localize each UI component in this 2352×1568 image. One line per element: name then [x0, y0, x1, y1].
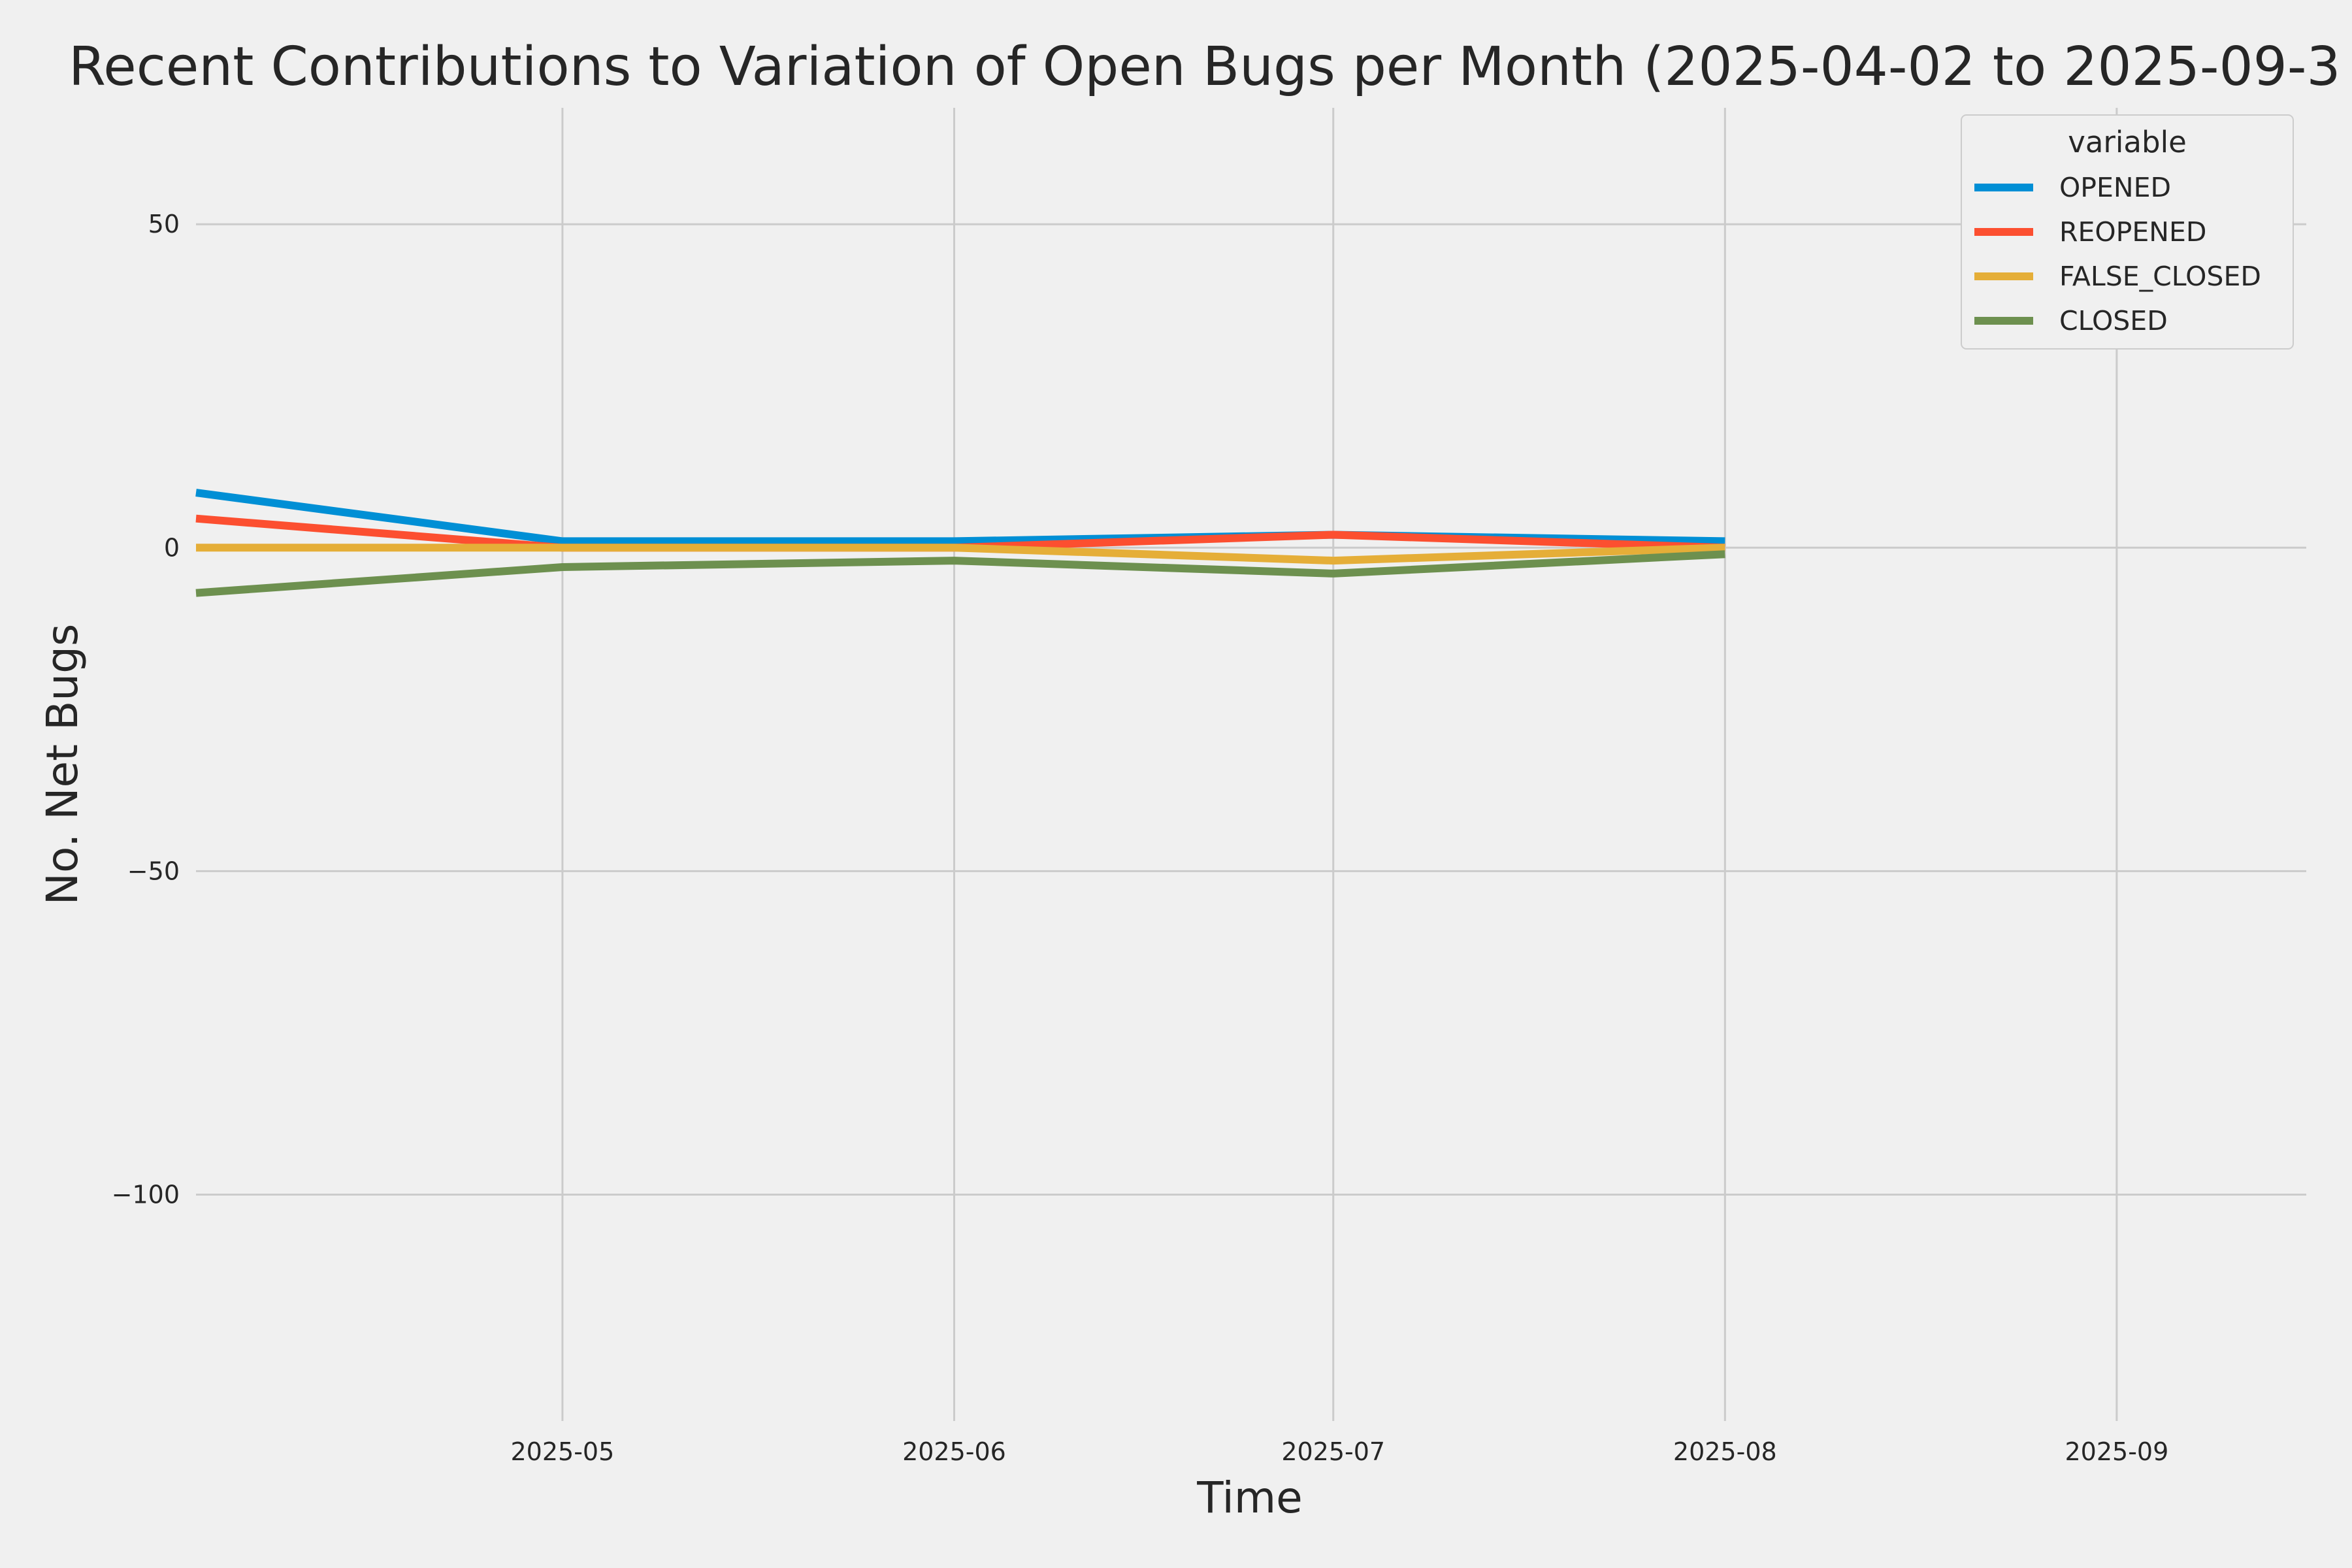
legend-entries: OPENED REOPENED FALSE_CLOSED CLOSED [1974, 172, 2261, 336]
y-tick-label: 50 [148, 210, 180, 238]
series-line-false-closed [196, 544, 1725, 565]
x-tick-label: 2025-08 [1673, 1437, 1777, 1466]
legend-box [1961, 114, 2294, 350]
legend-title: variable [2068, 125, 2187, 159]
x-ticks: 2025-05 2025-06 2025-07 2025-08 2025-09 [511, 1437, 2169, 1466]
legend-item-closed: CLOSED [1974, 305, 2168, 336]
legend-item-reopened: REOPENED [1974, 216, 2206, 248]
grid [196, 108, 2306, 1421]
x-tick-label: 2025-07 [1281, 1437, 1385, 1466]
y-tick-label: −100 [112, 1180, 180, 1209]
y-tick-label: 0 [164, 533, 180, 562]
legend-label: REOPENED [2059, 216, 2206, 248]
y-axis-title: No. Net Bugs [37, 624, 88, 906]
legend-label: OPENED [2059, 172, 2171, 203]
x-tick-label: 2025-06 [902, 1437, 1006, 1466]
series-line-closed [195, 550, 1725, 597]
x-tick-label: 2025-09 [2065, 1437, 2168, 1466]
legend: variable OPENED REOPENED FALSE_CLOSED CLOSE… [1961, 114, 2294, 350]
legend-item-opened: OPENED [1974, 172, 2171, 203]
legend-item-false-closed: FALSE_CLOSED [1974, 261, 2261, 292]
chart-title: Recent Contributions to Variation of Ope… [69, 36, 2341, 98]
y-tick-label: −50 [127, 857, 180, 885]
x-tick-label: 2025-05 [511, 1437, 615, 1466]
legend-label: CLOSED [2059, 305, 2168, 336]
y-ticks: 50 0 −50 −100 [112, 210, 180, 1209]
legend-label: FALSE_CLOSED [2059, 261, 2261, 292]
x-axis-title: Time [1196, 1473, 1303, 1523]
series-lines [195, 489, 1725, 597]
